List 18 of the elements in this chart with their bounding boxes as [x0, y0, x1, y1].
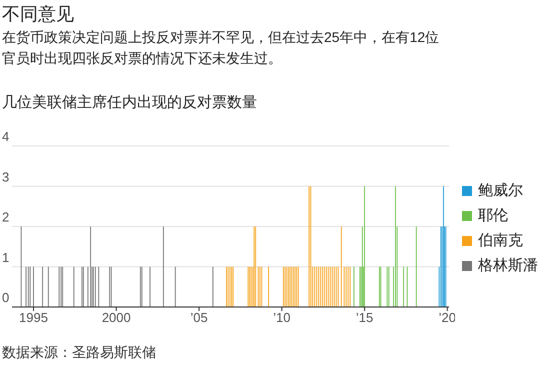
y-tick-label: 0: [2, 290, 10, 305]
chart-subtitle: 在货币政策决定问题上投反对票并不罕见，但在过去25年中，在有12位官员时出现四张反对票的情况下还未发生过。: [2, 28, 440, 68]
chart-title: 不同意见: [2, 3, 74, 26]
x-tick-label: ’05: [190, 310, 208, 326]
x-tick-label: 1995: [19, 310, 48, 326]
y-tick-label: 3: [2, 169, 10, 184]
x-tick-label: 2000: [102, 310, 131, 326]
legend-label: 耶伦: [478, 206, 508, 225]
legend-label: 鲍威尔: [478, 181, 523, 200]
source-note: 数据来源：圣路易斯联储: [2, 344, 156, 362]
x-tick-label: ’10: [273, 310, 290, 326]
y-axis-title: 几位美联储主席任内出现的反对票数量: [2, 93, 257, 112]
y-tick-label: 1: [2, 250, 10, 265]
y-tick-label: 2: [2, 210, 10, 224]
x-tick-label: ’15: [356, 310, 374, 326]
legend-label: 格林斯潘: [478, 256, 538, 275]
y-tick-label: 4: [2, 129, 10, 144]
legend-label: 伯南克: [478, 231, 523, 250]
